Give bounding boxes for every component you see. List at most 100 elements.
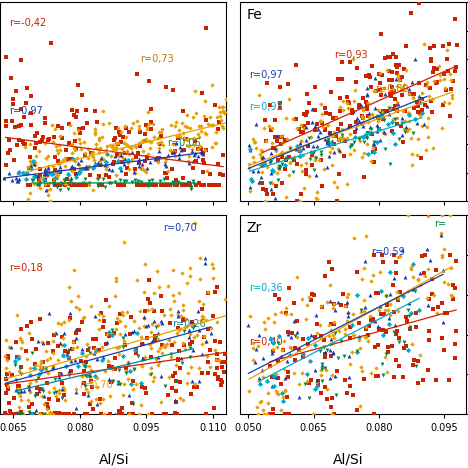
Point [54, 410, 62, 418]
Point [54, 182, 62, 189]
Point [110, 141, 117, 148]
Point [130, 168, 137, 176]
Point [304, 142, 311, 149]
Point [376, 136, 384, 144]
Point [394, 71, 402, 79]
Point [12, 386, 20, 393]
Point [332, 391, 340, 398]
Point [346, 382, 354, 389]
Point [325, 321, 333, 329]
Point [183, 111, 191, 119]
Point [51, 410, 59, 418]
Text: r=0,26: r=0,26 [172, 319, 205, 329]
Point [355, 102, 362, 109]
Point [168, 385, 176, 392]
Point [122, 365, 129, 372]
Point [278, 139, 286, 147]
Point [207, 122, 215, 129]
Point [366, 113, 373, 120]
Point [80, 165, 87, 172]
Point [27, 318, 35, 326]
Point [25, 182, 32, 189]
Point [39, 175, 47, 183]
Point [285, 410, 293, 418]
Point [336, 108, 344, 115]
Point [405, 125, 413, 132]
Point [197, 128, 205, 135]
Point [49, 337, 57, 345]
Point [348, 110, 356, 117]
Point [274, 358, 281, 365]
Point [59, 384, 67, 391]
Point [89, 164, 96, 172]
Point [418, 123, 426, 130]
Point [389, 282, 397, 289]
Point [376, 114, 383, 122]
Point [172, 361, 179, 369]
Point [11, 123, 18, 130]
Point [341, 325, 348, 332]
Point [19, 169, 26, 176]
Point [389, 115, 397, 123]
Point [293, 142, 300, 149]
Point [362, 323, 370, 330]
Point [3, 371, 11, 378]
Point [135, 159, 143, 167]
Point [261, 117, 269, 124]
Point [246, 312, 253, 320]
Point [174, 312, 182, 319]
Point [261, 197, 269, 205]
Point [329, 331, 337, 339]
Point [382, 292, 390, 300]
Point [397, 289, 404, 296]
Point [73, 334, 80, 342]
Point [263, 163, 271, 170]
Point [155, 134, 162, 141]
Point [45, 152, 52, 160]
Point [364, 85, 371, 92]
Point [32, 144, 39, 152]
Point [49, 171, 56, 178]
Point [449, 295, 456, 303]
Point [218, 122, 226, 130]
Text: r=0,97: r=0,97 [249, 70, 282, 80]
Point [447, 264, 454, 272]
Point [198, 149, 206, 157]
Point [286, 343, 293, 350]
Point [191, 149, 198, 156]
Point [94, 183, 102, 190]
Point [324, 135, 332, 143]
Point [422, 81, 429, 88]
Point [126, 330, 133, 338]
Point [98, 154, 106, 161]
Point [89, 186, 96, 193]
Point [367, 317, 375, 324]
Point [357, 308, 365, 315]
Point [329, 132, 336, 140]
Point [53, 183, 61, 191]
Point [44, 168, 52, 176]
Point [394, 289, 401, 296]
Point [195, 327, 203, 334]
Point [288, 155, 295, 162]
Point [272, 371, 279, 378]
Point [327, 110, 334, 117]
Point [208, 182, 216, 189]
Point [255, 331, 263, 338]
Point [407, 90, 414, 97]
Point [258, 153, 265, 161]
Point [268, 180, 275, 187]
Point [384, 348, 392, 356]
Point [331, 372, 339, 380]
Point [73, 303, 80, 311]
Point [260, 410, 268, 418]
Point [313, 379, 321, 386]
Point [418, 89, 426, 96]
Point [330, 320, 338, 328]
Point [290, 115, 297, 122]
Point [409, 161, 416, 169]
Point [369, 144, 376, 151]
Point [384, 307, 392, 314]
Point [266, 157, 273, 164]
Point [188, 364, 195, 371]
